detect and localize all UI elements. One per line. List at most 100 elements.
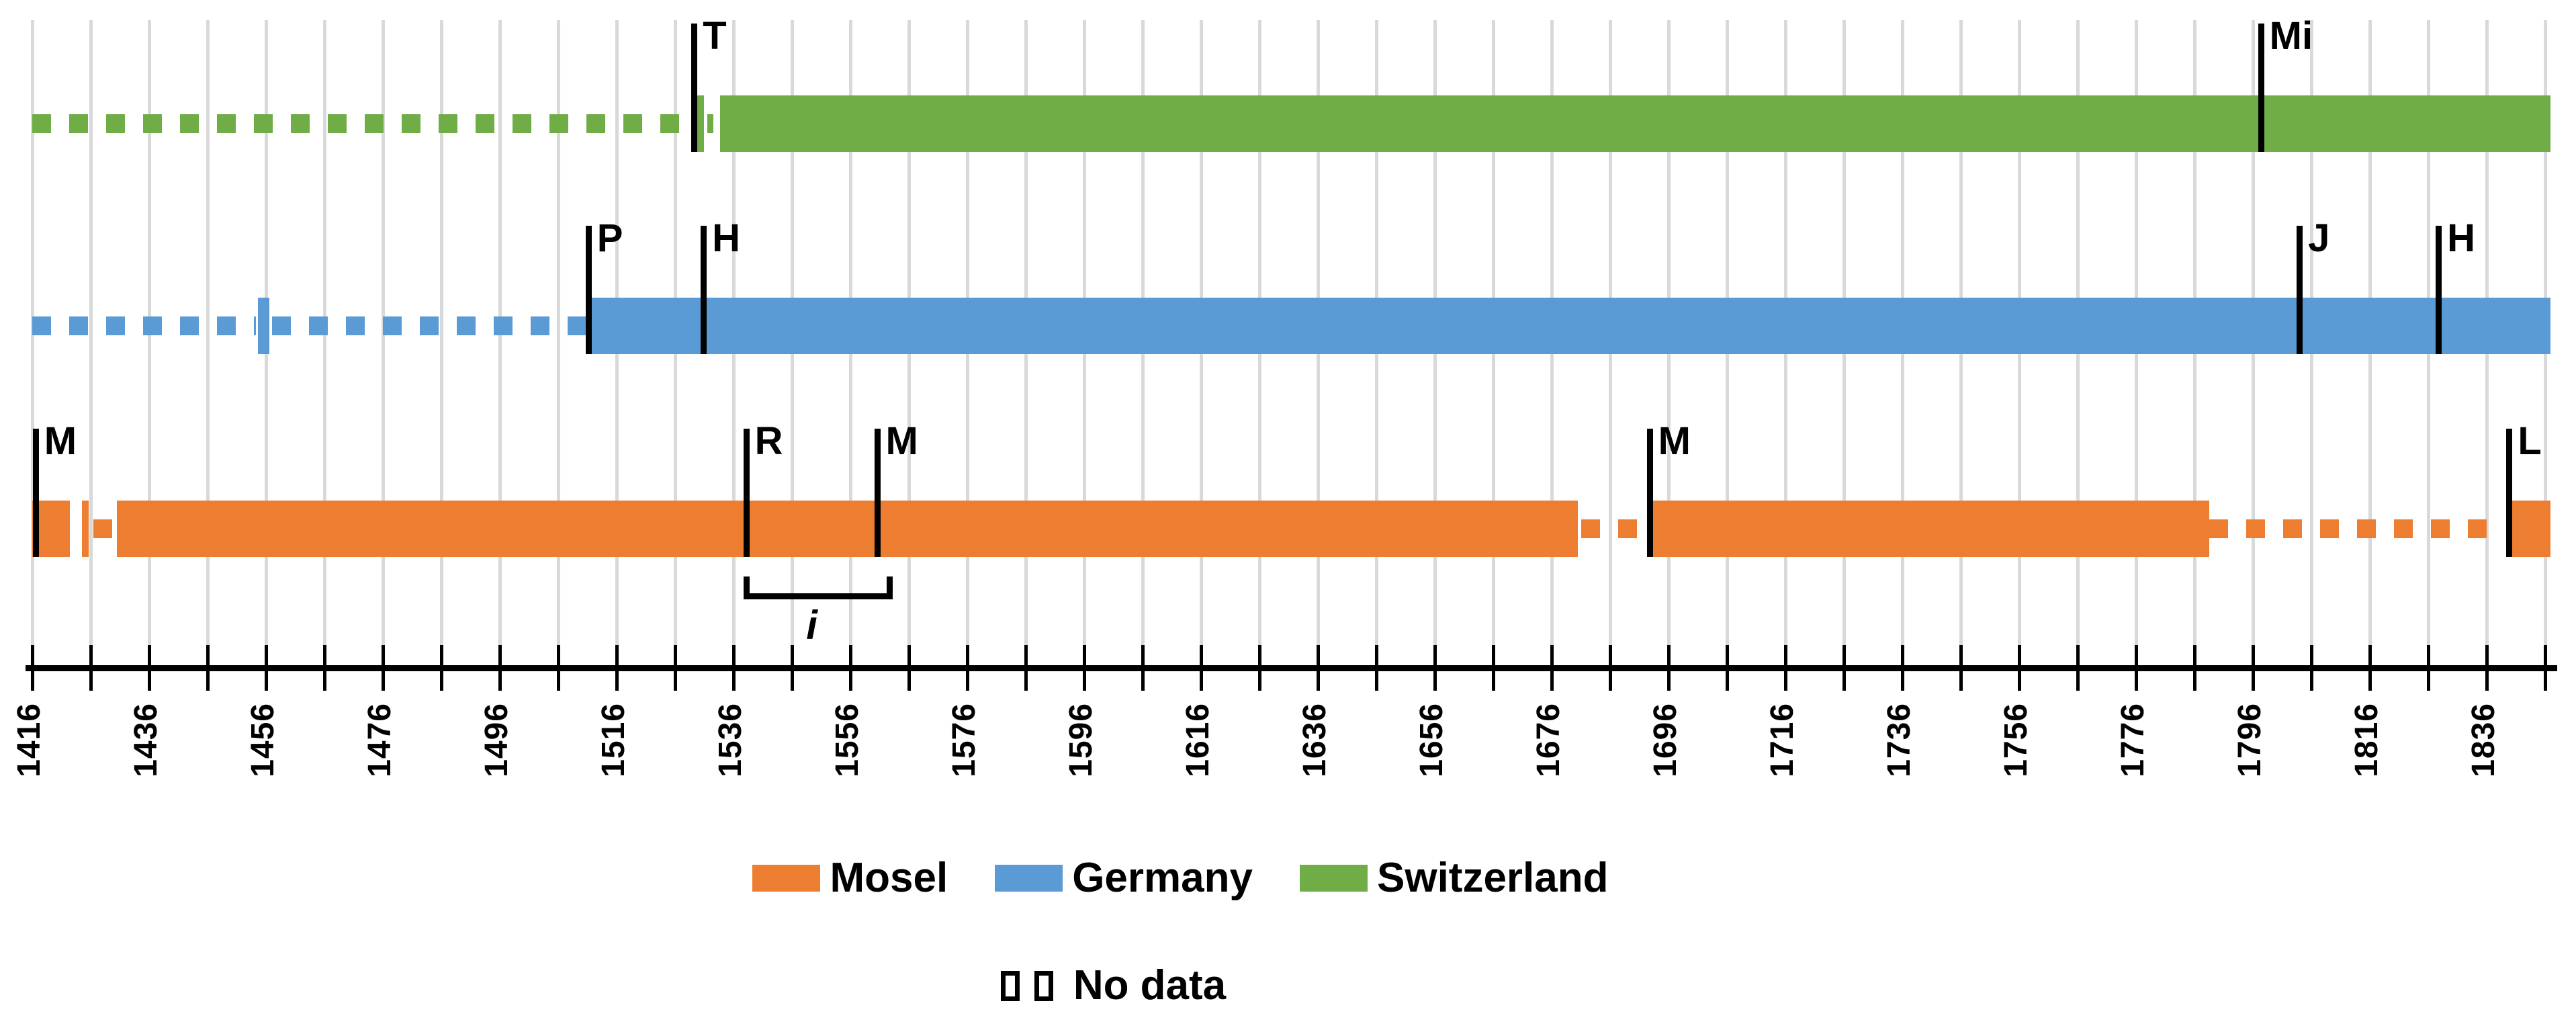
mosel-event-marker-label: M [885, 419, 918, 463]
axis-tick [89, 645, 93, 691]
mosel-interval-bracket [743, 576, 893, 599]
axis-tick [1141, 645, 1145, 691]
axis-tick [848, 645, 852, 691]
axis-tick [1024, 645, 1028, 691]
mosel-swatch-icon [752, 865, 821, 892]
axis-tick [498, 645, 502, 691]
axis-tick [206, 645, 210, 691]
germany-event-marker-line [2436, 226, 2442, 354]
mosel-event-marker-label: L [2518, 419, 2542, 463]
germany-event-marker-label: P [596, 216, 623, 260]
axis-tick-label: 1816 [2349, 703, 2385, 777]
axis-tick [790, 645, 794, 691]
axis-tick [147, 645, 151, 691]
nodata-legend: No data [0, 965, 2401, 1007]
axis-tick [439, 645, 443, 691]
nodata-square-icon [1000, 970, 1020, 1001]
mosel-event-marker-label: R [754, 419, 783, 463]
legend-item-germany: Germany [995, 857, 1253, 899]
x-axis-line [26, 665, 2557, 671]
axis-tick-label: 1716 [1765, 703, 1800, 777]
germany-event-marker-line [701, 226, 707, 354]
axis-tick [1433, 645, 1437, 691]
mosel-segment-nodata [1581, 519, 1642, 538]
axis-tick-label: 1476 [362, 703, 398, 777]
axis-tick [30, 645, 34, 691]
mosel-segment-nodata [2209, 519, 2496, 538]
germany-event-marker-line [585, 226, 592, 354]
axis-tick [965, 645, 969, 691]
germany-event-marker-line [2297, 226, 2303, 354]
axis-tick-label: 1596 [1063, 703, 1099, 777]
axis-tick [264, 645, 268, 691]
germany-segment-nodata [271, 316, 590, 335]
axis-tick-label: 1416 [11, 703, 47, 777]
axis-tick-label: 1756 [1998, 703, 2034, 777]
nodata-square-icon [1034, 970, 1053, 1001]
axis-tick-label: 1696 [1648, 703, 1683, 777]
axis-tick-label: 1556 [830, 703, 865, 777]
axis-tick [1783, 645, 1787, 691]
axis-tick [1608, 645, 1612, 691]
switzerland-segment-solid [697, 95, 704, 152]
axis-tick [322, 645, 326, 691]
axis-tick-label: 1676 [1531, 703, 1566, 777]
mosel-event-marker-line [743, 429, 750, 557]
axis-tick [1842, 645, 1846, 691]
axis-tick [1491, 645, 1495, 691]
legend-label-germany: Germany [1072, 855, 1253, 901]
legend-label-mosel: Mosel [830, 855, 948, 901]
switzerland-swatch-icon [1300, 865, 1368, 892]
axis-tick-label: 1836 [2466, 703, 2501, 777]
axis-tick [1316, 645, 1320, 691]
mosel-event-marker-label: M [44, 419, 77, 463]
germany-event-marker-label: H [2447, 216, 2476, 260]
switzerland-event-marker-label: Mi [2269, 14, 2313, 58]
switzerland-event-marker-label: T [703, 14, 727, 58]
axis-tick-label: 1536 [713, 703, 748, 777]
mosel-segment-solid [2512, 501, 2550, 557]
axis-tick-label: 1576 [946, 703, 982, 777]
axis-tick-label: 1636 [1297, 703, 1333, 777]
axis-tick-label: 1496 [479, 703, 515, 777]
germany-event-marker-label: H [712, 216, 741, 260]
mosel-event-marker-line [2506, 429, 2513, 557]
axis-tick [2251, 645, 2255, 691]
switzerland-segment-nodata [32, 114, 695, 133]
axis-tick [1257, 645, 1261, 691]
switzerland-event-marker-line [691, 24, 698, 152]
axis-tick [1082, 645, 1086, 691]
germany-swatch-icon [995, 865, 1063, 892]
legend-item-switzerland: Switzerland [1300, 857, 1609, 899]
legend-item-mosel: Mosel [752, 857, 948, 899]
axis-tick [381, 645, 385, 691]
axis-tick [2017, 645, 2021, 691]
axis-tick-label: 1776 [2115, 703, 2151, 777]
axis-tick-label: 1616 [1180, 703, 1216, 777]
axis-tick [1900, 645, 1904, 691]
mosel-segment-solid [1650, 501, 2209, 557]
mosel-event-marker-line [874, 429, 881, 557]
axis-tick-label: 1736 [1881, 703, 1917, 777]
mosel-segment-solid [81, 501, 89, 557]
mosel-segment-solid [117, 501, 1579, 557]
axis-tick-label: 1456 [245, 703, 281, 777]
mosel-event-marker-line [1646, 429, 1653, 557]
axis-tick [1199, 645, 1203, 691]
nodata-legend-label: No data [1073, 962, 1227, 1009]
axis-tick [907, 645, 911, 691]
axis-tick [2076, 645, 2080, 691]
switzerland-segment-solid [719, 95, 2550, 152]
germany-event-marker-label: J [2308, 216, 2330, 260]
axis-tick [2134, 645, 2138, 691]
axis-tick [2192, 645, 2196, 691]
mosel-bracket-label: i [806, 603, 817, 648]
axis-tick [1374, 645, 1378, 691]
axis-tick [556, 645, 560, 691]
axis-tick [731, 645, 736, 691]
axis-tick [1667, 645, 1671, 691]
axis-tick [1725, 645, 1729, 691]
axis-tick-label: 1436 [128, 703, 164, 777]
axis-tick [2426, 645, 2430, 691]
mosel-segment-nodata [93, 519, 114, 538]
